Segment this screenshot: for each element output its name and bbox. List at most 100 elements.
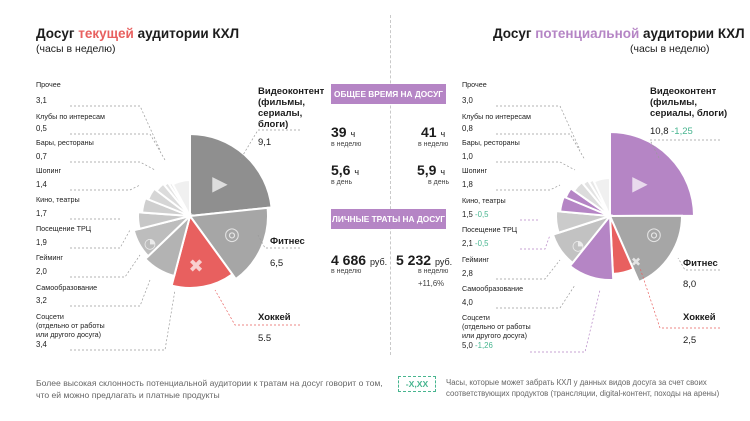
legend-delta-text: Часы, которые может забрать КХЛ у данных… <box>446 378 720 398</box>
right-label-shopping: Шопинг <box>462 166 488 175</box>
left-label-shopping: Шопинг <box>36 166 62 175</box>
left-label-cinema: Кино, театры <box>36 195 80 204</box>
stat-day-left-sub: в день <box>331 179 353 186</box>
right-pie-slice-11 <box>592 176 611 217</box>
right-leader-shopping <box>496 184 561 191</box>
legend-delta-box: -X,XX <box>398 376 436 392</box>
right-value-video: 10,8 -1,25 <box>650 126 693 137</box>
right-pie-slice-3 <box>568 213 615 281</box>
left-value-fitness: 6,5 <box>270 258 284 269</box>
right-value-other: 3,0 <box>462 96 473 105</box>
left-leader-bars <box>70 161 156 171</box>
right-leader-other <box>496 105 581 151</box>
left-pie-slice-4 <box>132 214 194 258</box>
left-pie-slice-0 <box>189 132 273 218</box>
left-value-selfedu: 3,2 <box>36 296 47 305</box>
left-social-icon: ◔ <box>144 236 156 252</box>
right-hockey-sticks-icon: ✖ <box>631 255 641 269</box>
right-leader-selfedu <box>496 284 576 309</box>
footer-note: Более высокая склонность потенциальной а… <box>36 378 383 400</box>
right-label-hockey: Хоккей <box>683 312 716 323</box>
left-value-bars: 0,7 <box>36 152 47 161</box>
left-value-cinema: 1,7 <box>36 209 47 218</box>
left-label-hockey: Хоккей <box>258 312 291 323</box>
left-hockey-sticks-icon: ✖ <box>188 256 203 277</box>
left-leader-hockey <box>214 289 300 326</box>
left-value-gaming: 2,0 <box>36 267 47 276</box>
left-leader-gaming <box>70 254 141 278</box>
right-pie-slice-1 <box>608 214 684 284</box>
left-pie-slice-11 <box>171 178 191 217</box>
right-fitness-dumbbell-icon: ◎ <box>646 224 662 245</box>
left-value-hockey: 5.5 <box>258 333 272 344</box>
divider <box>390 15 391 355</box>
right-value-clubs: 0,8 <box>462 124 473 133</box>
right-value-gaming: 2,8 <box>462 269 473 278</box>
stat-spend-right: 5 232 руб. <box>396 252 453 268</box>
right-leader-fitness <box>677 257 720 271</box>
left-value-shopping: 1,4 <box>36 180 47 189</box>
left-video-clapper-icon: ▶ <box>212 171 228 195</box>
right-label-selfedu: Самообразование <box>462 284 524 293</box>
stat-week-right-sub: в неделю <box>418 141 449 148</box>
left-pie-slice-2 <box>170 213 234 289</box>
right-pie-slice-8 <box>572 180 611 217</box>
left-leader-video <box>239 129 300 161</box>
right-pie-slice-5 <box>555 210 611 235</box>
left-value-malls: 1,9 <box>36 238 47 247</box>
left-label-selfedu: Самообразование <box>36 283 98 292</box>
stat-day-right: 5,9 ч <box>417 162 446 178</box>
right-pie-slice-0 <box>609 130 696 218</box>
right-value-selfedu: 4,0 <box>462 298 473 307</box>
right-label-gaming: Гейминг <box>462 255 489 264</box>
right-value-malls: 2,1 -0,5 <box>462 239 489 248</box>
right-value-bars: 1,0 <box>462 152 473 161</box>
right-label-other: Прочее <box>462 80 487 89</box>
banner-total-time: ОБЩЕЕ ВРЕМЯ НА ДОСУГ <box>331 84 446 104</box>
left-leader-fitness <box>257 234 300 249</box>
stat-spend-delta: +11,6% <box>418 279 445 288</box>
left-leader-other <box>70 105 161 151</box>
right-label-social: Соцсети (отдельно от работы или другого … <box>462 313 531 340</box>
left-value-social: 3,4 <box>36 340 47 349</box>
left-value-other: 3,1 <box>36 96 47 105</box>
right-value-hockey: 2,5 <box>683 335 697 346</box>
left-label-bars: Бары, рестораны <box>36 138 94 147</box>
right-leader-video <box>649 139 720 161</box>
right-leader-malls <box>520 234 551 250</box>
right-label-malls: Посещение ТРЦ <box>462 225 518 234</box>
left-label-clubs: Клубы по интересам <box>36 112 105 121</box>
right-chart-title: Досуг потенциальной аудитории КХЛ <box>493 26 745 41</box>
stat-day-right-sub: в день <box>428 179 450 186</box>
left-chart-title: Досуг текущей аудитории КХЛ <box>36 26 240 41</box>
left-pie-slice-5 <box>137 211 191 231</box>
left-leader-selfedu <box>70 279 151 307</box>
left-chart-subtitle: (часы в неделю) <box>36 43 116 55</box>
stat-week-right: 41 ч <box>421 124 446 140</box>
stat-week-left-sub: в неделю <box>331 141 362 148</box>
left-fitness-dumbbell-icon: ◎ <box>224 224 240 245</box>
right-leader-hockey <box>639 267 720 329</box>
stat-spend-left: 4 686 руб. <box>331 252 388 268</box>
left-label-malls: Посещение ТРЦ <box>36 224 92 233</box>
left-value-video: 9,1 <box>258 137 272 148</box>
right-label-cinema: Кино, театры <box>462 196 506 205</box>
left-label-video: Видеоконтент (фильмы, сериалы, блоги) <box>258 86 325 130</box>
right-pie-slice-9 <box>581 178 611 217</box>
right-value-social: 5,0 -1,26 <box>462 341 493 350</box>
left-pie-slice-3 <box>143 212 192 278</box>
left-leader-clubs <box>70 133 166 161</box>
stat-spend-right-sub: в неделю <box>418 268 449 275</box>
left-pie-slice-8 <box>155 182 191 217</box>
right-video-clapper-icon: ▶ <box>632 171 648 195</box>
stat-week-left: 39 ч <box>331 124 356 140</box>
right-chart-subtitle: (часы в неделю) <box>630 43 710 55</box>
right-value-shopping: 1,8 <box>462 180 473 189</box>
left-label-social: Соцсети (отдельно от работы или другого … <box>36 312 105 339</box>
left-label-fitness: Фитнес <box>270 236 305 247</box>
left-label-other: Прочее <box>36 80 61 89</box>
right-label-video: Видеоконтент (фильмы, сериалы, блоги) <box>650 86 728 119</box>
left-pie-slice-1 <box>188 206 269 281</box>
right-value-cinema: 1,5 -0,5 <box>462 210 489 219</box>
